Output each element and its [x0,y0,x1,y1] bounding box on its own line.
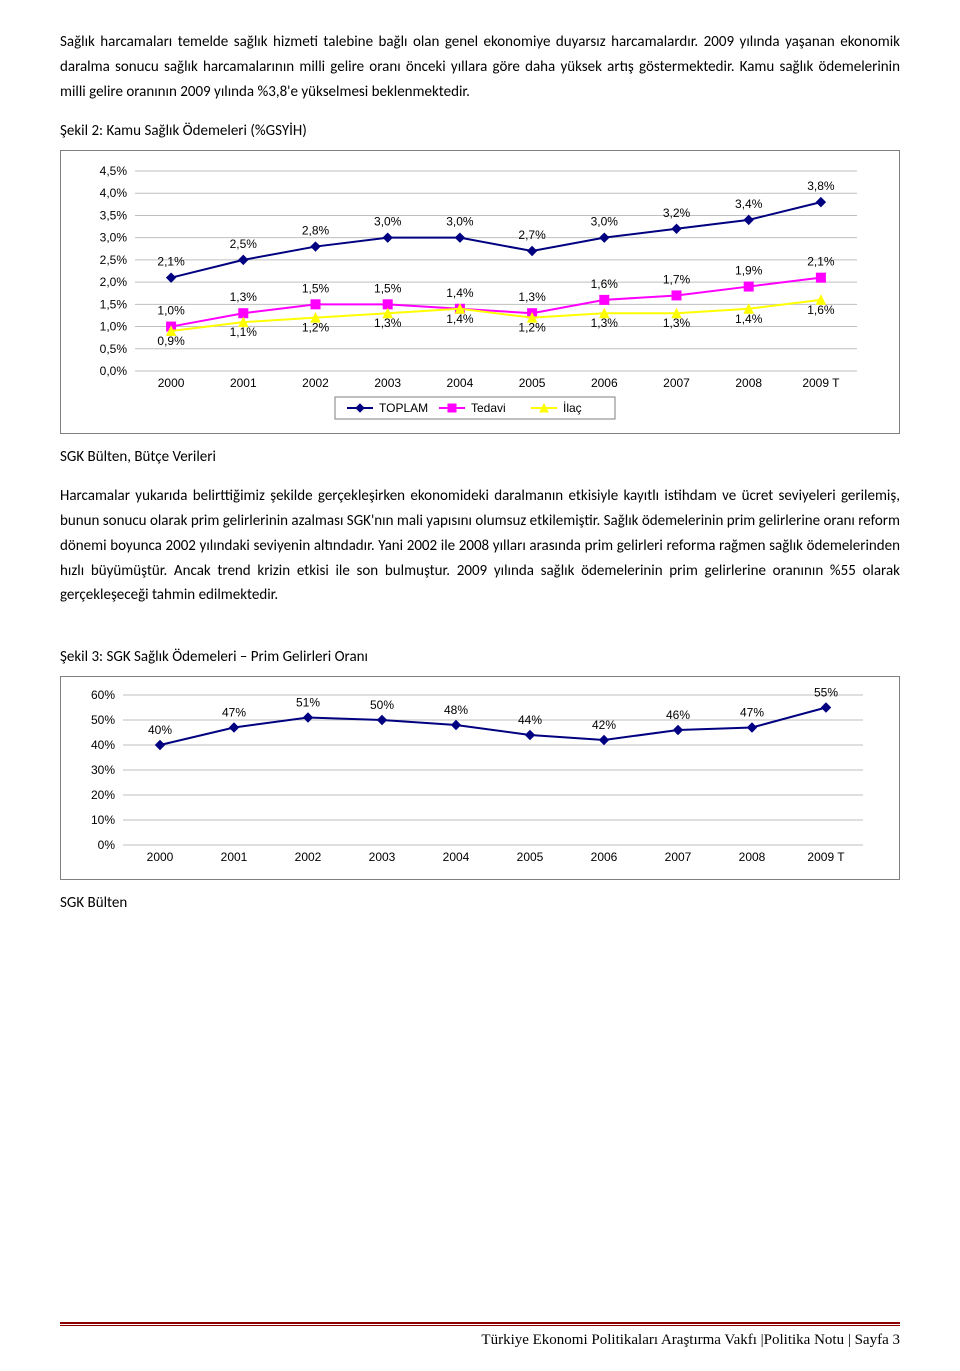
figure-2-title: Şekil 2: Kamu Sağlık Ödemeleri (%GSYİH) [60,122,900,140]
svg-text:51%: 51% [296,696,320,710]
svg-text:50%: 50% [91,713,115,727]
svg-text:2005: 2005 [517,850,544,864]
footer-rule-thick [60,1322,900,1324]
svg-text:0,5%: 0,5% [100,342,128,356]
svg-text:2008: 2008 [739,850,766,864]
svg-text:1,3%: 1,3% [518,290,546,304]
svg-text:2,8%: 2,8% [302,224,330,238]
svg-text:2006: 2006 [591,376,618,390]
svg-text:1,0%: 1,0% [100,320,128,334]
page-footer: Türkiye Ekonomi Politikaları Araştırma V… [60,1322,900,1349]
svg-text:1,2%: 1,2% [302,321,330,335]
svg-text:2,0%: 2,0% [100,275,128,289]
svg-text:3,2%: 3,2% [663,206,691,220]
svg-text:1,2%: 1,2% [518,321,546,335]
svg-text:1,3%: 1,3% [374,316,402,330]
svg-text:2007: 2007 [665,850,692,864]
svg-text:2002: 2002 [302,376,329,390]
svg-text:İlaç: İlaç [563,401,582,415]
svg-text:30%: 30% [91,763,115,777]
svg-text:2000: 2000 [158,376,185,390]
footer-text: Türkiye Ekonomi Politikaları Araştırma V… [60,1332,900,1349]
figure-3-chart: 0% 10% 20% 30% 40% 50% 60% 2000 2001 2002 2003 2004… [60,676,900,880]
svg-text:1,9%: 1,9% [735,264,763,278]
svg-text:2007: 2007 [663,376,690,390]
svg-text:2006: 2006 [591,850,618,864]
chart-3-svg: 0% 10% 20% 30% 40% 50% 60% 2000 2001 2002 2003 2004… [75,687,875,871]
figure-2-caption: SGK Bülten, Bütçe Verileri [60,448,900,466]
svg-text:1,4%: 1,4% [446,286,474,300]
svg-text:1,5%: 1,5% [302,282,330,296]
svg-text:3,5%: 3,5% [100,209,128,223]
svg-text:46%: 46% [666,708,690,722]
svg-text:2,5%: 2,5% [100,253,128,267]
svg-text:TOPLAM: TOPLAM [379,401,428,415]
svg-text:44%: 44% [518,713,542,727]
svg-text:55%: 55% [814,687,838,700]
svg-text:1,4%: 1,4% [446,312,474,326]
svg-text:3,4%: 3,4% [735,197,763,211]
body-paragraph: Harcamalar yukarıda belirttiğimiz şekild… [60,484,900,608]
svg-text:2001: 2001 [230,376,257,390]
svg-text:2008: 2008 [735,376,762,390]
svg-text:Tedavi: Tedavi [471,401,506,415]
chart-2-svg: 0,0% 0,5% 1,0% 1,5% 2,0% 2,5% 3,0% 3,5% 4,0% 4,5%… [75,161,875,425]
svg-text:2009 T: 2009 T [802,376,840,390]
svg-text:2000: 2000 [147,850,174,864]
svg-text:1,6%: 1,6% [591,277,619,291]
svg-text:1,4%: 1,4% [735,312,763,326]
figure-3-title: Şekil 3: SGK Sağlık Ödemeleri – Prim Gel… [60,648,900,666]
svg-text:40%: 40% [91,738,115,752]
svg-text:2,1%: 2,1% [157,255,185,269]
svg-text:2005: 2005 [519,376,546,390]
svg-text:2009 T: 2009 T [807,850,845,864]
svg-text:10%: 10% [91,813,115,827]
svg-text:1,5%: 1,5% [374,282,402,296]
svg-text:3,0%: 3,0% [446,215,474,229]
svg-text:2,5%: 2,5% [230,237,258,251]
svg-text:2,7%: 2,7% [518,228,546,242]
figure-2-chart: 0,0% 0,5% 1,0% 1,5% 2,0% 2,5% 3,0% 3,5% 4,0% 4,5%… [60,150,900,434]
svg-text:1,3%: 1,3% [663,316,691,330]
intro-paragraph: Sağlık harcamaları temelde sağlık hizmet… [60,30,900,104]
svg-text:1,3%: 1,3% [591,316,619,330]
svg-text:2004: 2004 [447,376,474,390]
svg-text:3,8%: 3,8% [807,179,835,193]
svg-text:50%: 50% [370,698,394,712]
svg-text:0,9%: 0,9% [157,334,185,348]
svg-text:2004: 2004 [443,850,470,864]
svg-text:2002: 2002 [295,850,322,864]
svg-text:2003: 2003 [374,376,401,390]
svg-text:60%: 60% [91,688,115,702]
svg-text:1,3%: 1,3% [230,290,258,304]
svg-text:3,0%: 3,0% [100,231,128,245]
svg-text:0,0%: 0,0% [100,364,128,378]
svg-text:2003: 2003 [369,850,396,864]
svg-text:1,1%: 1,1% [230,325,258,339]
svg-text:2,1%: 2,1% [807,255,835,269]
svg-text:1,0%: 1,0% [157,304,185,318]
svg-text:47%: 47% [222,706,246,720]
svg-text:4,0%: 4,0% [100,186,128,200]
svg-text:47%: 47% [740,706,764,720]
svg-text:4,5%: 4,5% [100,164,128,178]
svg-text:40%: 40% [148,723,172,737]
svg-text:48%: 48% [444,703,468,717]
svg-text:3,0%: 3,0% [374,215,402,229]
svg-text:20%: 20% [91,788,115,802]
svg-text:0%: 0% [98,838,116,852]
svg-text:3,0%: 3,0% [591,215,619,229]
figure-3-caption: SGK Bülten [60,894,900,912]
footer-rule-thin [60,1325,900,1326]
svg-text:2001: 2001 [221,850,248,864]
svg-text:42%: 42% [592,718,616,732]
svg-text:1,7%: 1,7% [663,273,691,287]
svg-text:1,5%: 1,5% [100,298,128,312]
svg-text:1,6%: 1,6% [807,303,835,317]
